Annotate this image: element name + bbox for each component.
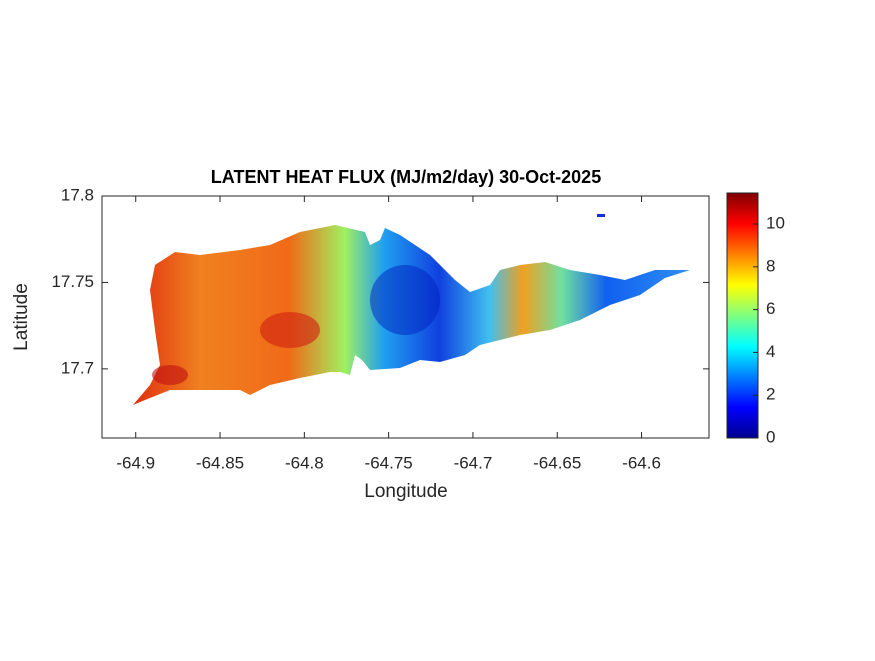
y-axis-label: Latitude — [11, 283, 32, 351]
colorbar-tick-label: 8 — [766, 256, 775, 275]
hot-spot — [260, 312, 320, 348]
chart-title: LATENT HEAT FLUX (MJ/m2/day) 30-Oct-2025 — [211, 167, 601, 187]
colorbar-tick-label: 2 — [766, 385, 775, 404]
colorbar-fill — [726, 192, 759, 439]
islet — [597, 214, 605, 217]
y-tick-label: 17.75 — [51, 272, 94, 291]
colorbar-tick-label: 0 — [766, 427, 775, 446]
colorbar: 0 2 4 6 8 10 — [726, 192, 785, 446]
hot-spot — [152, 365, 188, 385]
x-tick-label: -64.65 — [533, 453, 581, 472]
x-tick-label: -64.85 — [196, 453, 244, 472]
x-tick-label: -64.7 — [454, 453, 493, 472]
colorbar-tick-label: 6 — [766, 299, 775, 318]
x-tick-label: -64.9 — [116, 453, 155, 472]
cool-spot — [370, 265, 440, 335]
x-axis-label: Longitude — [364, 481, 447, 502]
x-tick-label: -64.6 — [622, 453, 661, 472]
colorbar-tick-label: 4 — [766, 342, 775, 361]
colorbar-tick-label: 10 — [766, 214, 785, 233]
y-tick-label: 17.8 — [61, 185, 94, 204]
x-tick-label: -64.8 — [285, 453, 324, 472]
x-tick-label: -64.75 — [365, 453, 413, 472]
y-tick-label: 17.7 — [61, 358, 94, 377]
